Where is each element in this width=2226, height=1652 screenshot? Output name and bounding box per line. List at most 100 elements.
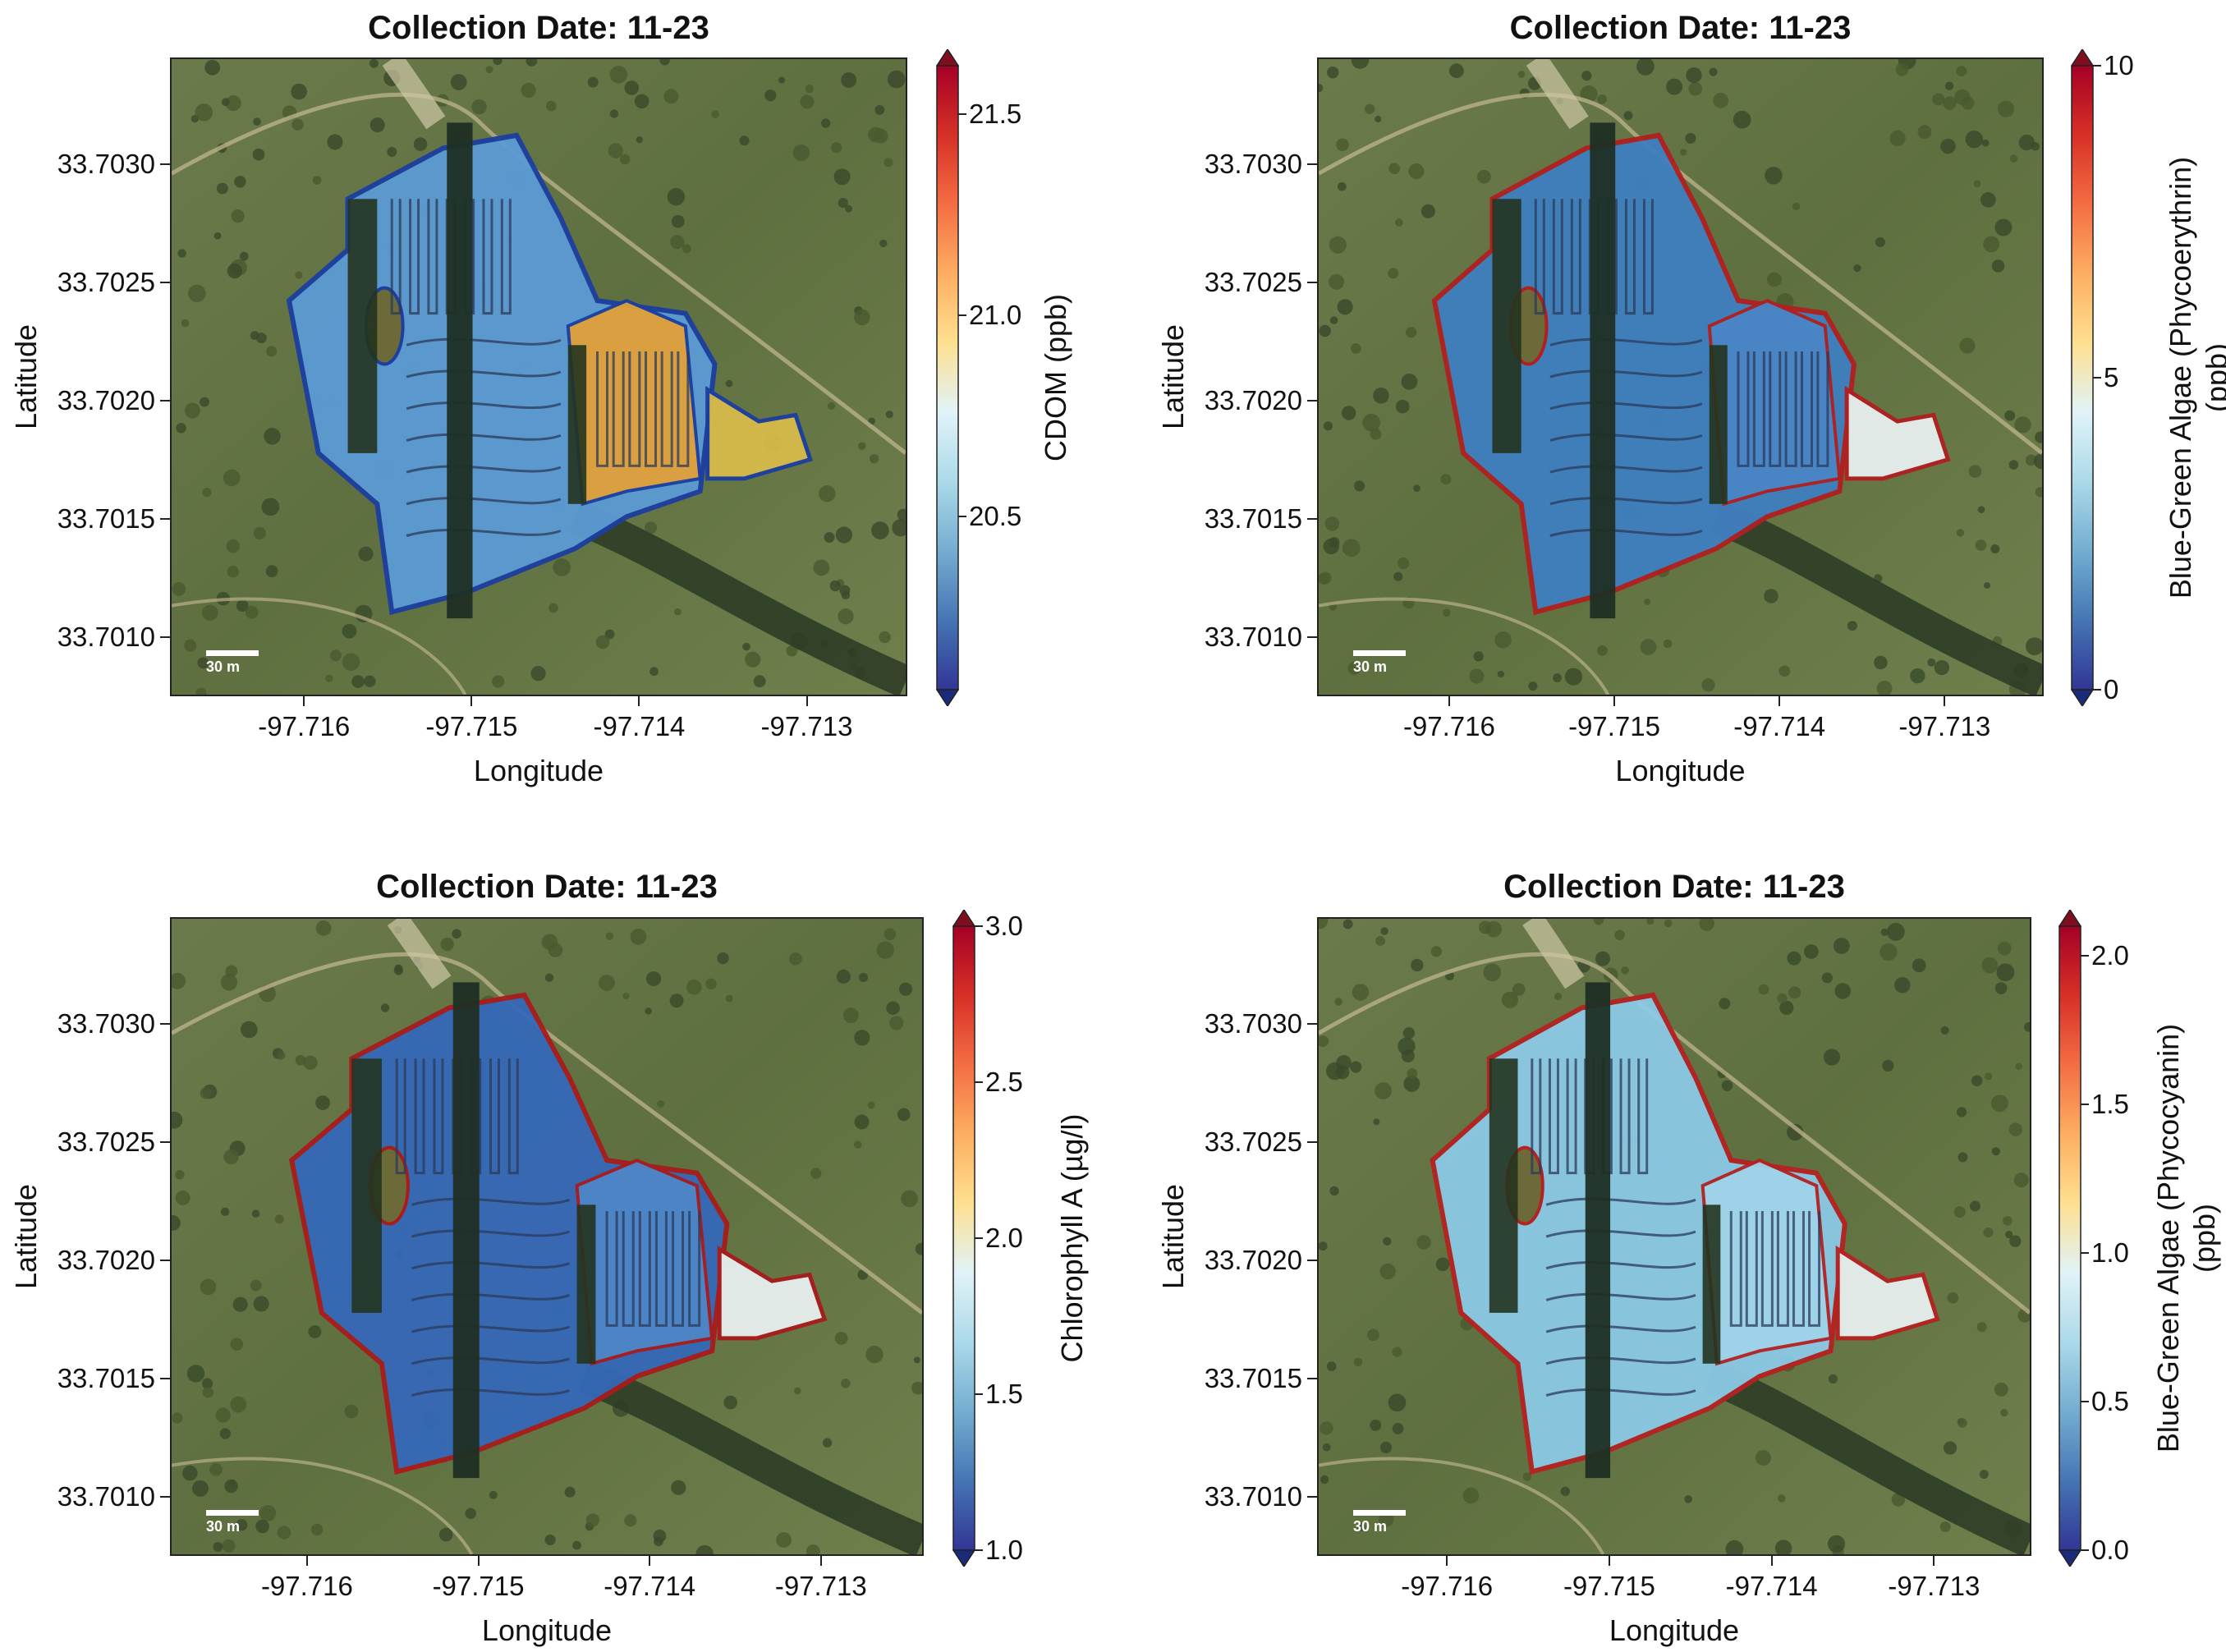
y-tick-mark [160, 1377, 170, 1379]
map-plot-area[interactable]: 30 m [170, 917, 924, 1556]
water-quality-basin [1707, 298, 1842, 507]
creek [578, 1361, 922, 1554]
x-axis-label: Longitude [1615, 754, 1746, 787]
scale-bar [206, 1510, 259, 1516]
colorbar-tick-mark [2081, 1252, 2089, 1255]
imagery-gap-strip [1585, 982, 1611, 1479]
colorbar-tick-mark [975, 925, 983, 927]
x-tick-label: -97.716 [260, 1571, 353, 1601]
colorbar-tick-mark [958, 112, 966, 115]
imagery-gap-strip [1492, 199, 1521, 453]
imagery-gap-strip [452, 982, 480, 1479]
colorbar-extend-max [936, 49, 959, 67]
x-axis-label: Longitude [473, 754, 604, 787]
colorbar-tick-label: 10 [2104, 50, 2134, 80]
imagery-gap-strip [567, 345, 587, 504]
colorbar-tick-label: 1.5 [985, 1379, 1023, 1409]
x-tick-label: -97.714 [1733, 711, 1826, 741]
y-axis-label: Latitude [9, 1183, 43, 1290]
map-svg [172, 59, 906, 695]
map-plot-area[interactable]: 30 m [170, 57, 907, 696]
y-tick-label: 33.7025 [57, 266, 155, 297]
boat-transects [390, 199, 690, 537]
x-tick-mark [1779, 696, 1781, 706]
x-tick-mark [638, 696, 640, 706]
y-tick-mark [160, 1022, 170, 1025]
colorbar-tick-label: 2.5 [985, 1067, 1023, 1097]
x-tick-label: -97.713 [774, 1571, 867, 1601]
creek [1710, 501, 2042, 695]
y-axis-label: Latitude [1156, 1183, 1190, 1290]
x-tick-label: -97.714 [593, 711, 686, 741]
colorbar-extend-min [2058, 1549, 2081, 1567]
water-quality-lobe [717, 1246, 828, 1341]
x-tick-label: -97.714 [604, 1571, 696, 1601]
water-quality-lobe [1844, 385, 1951, 481]
chart-title: Collection Date: 11-23 [1503, 869, 1845, 905]
x-tick-mark [477, 1556, 480, 1566]
colorbar-tick-label: 5 [2104, 362, 2119, 392]
colorbar-label: Blue-Green Algae (Phycocyanin) (ppb) [2151, 1023, 2221, 1453]
colorbar-tick-label: 0 [2104, 674, 2119, 704]
y-tick-label: 33.7025 [1204, 266, 1302, 297]
x-tick-label: -97.713 [1898, 711, 1991, 741]
y-tick-label: 33.7010 [57, 1480, 155, 1512]
x-tick-label: -97.715 [425, 711, 518, 741]
x-tick-mark [819, 1556, 822, 1566]
y-tick-label: 33.7030 [1204, 1007, 1302, 1039]
y-tick-mark [1307, 517, 1317, 520]
x-tick-mark [1944, 696, 1946, 706]
x-tick-label: -97.715 [1563, 1571, 1655, 1601]
map-plot-area[interactable]: 30 m [1317, 57, 2044, 696]
water-quality-basin [566, 298, 702, 507]
scale-bar [1353, 1510, 1406, 1516]
colorbar [952, 910, 975, 1567]
y-tick-label: 33.7020 [57, 1244, 155, 1275]
colorbar-tick-mark [958, 516, 966, 518]
y-tick-label: 33.7030 [57, 148, 155, 179]
y-tick-label: 33.7020 [1204, 1244, 1302, 1275]
y-tick-mark [160, 636, 170, 638]
map-svg [172, 919, 922, 1554]
y-tick-mark [160, 517, 170, 520]
x-tick-label: -97.713 [760, 711, 853, 741]
scale-bar-label: 30 m [206, 659, 241, 675]
water-quality-basin [1700, 1158, 1833, 1366]
colorbar-tick-mark [975, 1081, 983, 1083]
colorbar-gradient [952, 925, 975, 1551]
x-tick-label: -97.715 [432, 1571, 525, 1601]
x-tick-mark [470, 696, 473, 706]
colorbar-tick-label: 2.0 [985, 1223, 1023, 1253]
colorbar [936, 49, 959, 706]
scale-bar [1353, 650, 1406, 656]
creek [569, 501, 906, 695]
scale-bar-label: 30 m [1353, 1518, 1388, 1535]
colorbar-gradient [936, 65, 959, 691]
road-path [1319, 597, 1610, 695]
y-tick-mark [1307, 399, 1317, 402]
map-plot-area[interactable]: 30 m [1317, 917, 2031, 1556]
y-tick-mark [160, 1140, 170, 1143]
map-svg [1319, 59, 2042, 695]
imagery-gap-strip [1702, 1205, 1721, 1364]
colorbar-extend-min [952, 1549, 975, 1567]
colorbar-tick-mark [975, 1393, 983, 1395]
creek [1703, 1361, 2030, 1554]
colorbar-label: CDOM (ppb) [1039, 293, 1072, 462]
road-path [172, 597, 467, 695]
imagery-gap-strip [347, 199, 378, 453]
y-tick-label: 33.7010 [1204, 1480, 1302, 1512]
x-tick-mark [303, 696, 305, 706]
y-tick-label: 33.7010 [1204, 621, 1302, 652]
y-tick-label: 33.7020 [1204, 384, 1302, 415]
imagery-gap-strip [447, 122, 473, 619]
colorbar-tick-label: 1.0 [985, 1535, 1023, 1565]
boat-transects [395, 1058, 701, 1397]
y-tick-label: 33.7015 [57, 502, 155, 534]
dam-spillway [1522, 919, 1585, 989]
y-tick-mark [160, 399, 170, 402]
x-tick-mark [1613, 696, 1616, 706]
colorbar-extend-max [2058, 910, 2081, 927]
colorbar-tick-mark [2093, 689, 2101, 691]
road-path [172, 92, 906, 455]
